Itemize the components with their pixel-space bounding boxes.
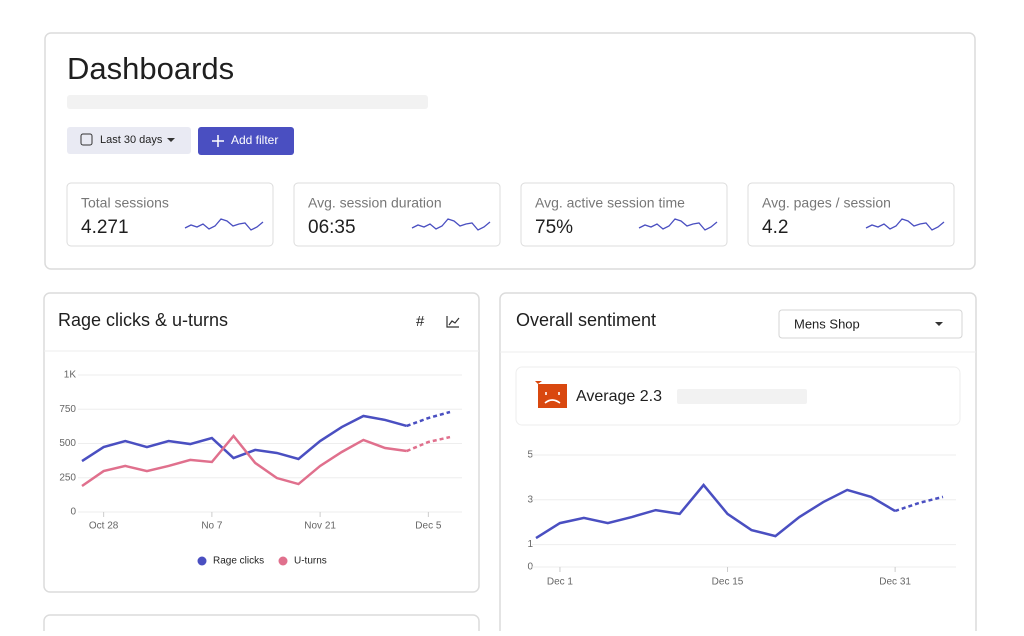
x-tick-label: Dec 31 xyxy=(879,577,911,588)
forecast-line xyxy=(406,435,451,453)
add-filter-label: Add filter xyxy=(231,133,278,147)
dropdown-caret xyxy=(167,138,175,142)
page-title: Dashboards xyxy=(67,51,234,86)
sparkline xyxy=(865,218,945,231)
forecast-line xyxy=(406,410,451,428)
kpi-label: Avg. session duration xyxy=(308,195,442,211)
date-range-button[interactable] xyxy=(67,127,191,154)
kpi-label: Avg. active session time xyxy=(535,195,685,211)
header-card xyxy=(44,32,976,270)
kpi-card xyxy=(747,182,955,247)
kpi-value: 4.271 xyxy=(81,217,129,238)
y-tick-label: 500 xyxy=(59,438,76,449)
y-tick-label: 0 xyxy=(70,507,76,518)
y-tick-label: 0 xyxy=(527,562,533,573)
x-tick-label: Nov 21 xyxy=(304,521,336,532)
plus-icon xyxy=(212,135,224,147)
sparkline xyxy=(184,218,264,231)
next-card xyxy=(43,614,480,636)
x-tick-label: Dec 15 xyxy=(712,577,744,588)
kpi-row: Total sessions 4.271 Avg. session duration… xyxy=(66,182,955,247)
legend-label: Rage clicks xyxy=(213,556,264,567)
add-filter-button[interactable] xyxy=(198,127,294,155)
chart-icon[interactable] xyxy=(446,316,460,328)
x-tick-label: No 7 xyxy=(201,521,223,532)
dropdown-caret xyxy=(935,322,943,326)
card-title: Overall sentiment xyxy=(516,310,656,330)
calendar-icon xyxy=(80,133,93,146)
placeholder xyxy=(677,389,807,404)
legend-swatch xyxy=(278,556,288,566)
x-tick-label: Oct 28 xyxy=(89,521,119,532)
kpi-value: 06:35 xyxy=(308,217,356,238)
series-line xyxy=(81,414,408,463)
series-line xyxy=(81,433,407,487)
y-tick-label: 750 xyxy=(59,404,76,415)
sparkline xyxy=(411,218,491,231)
shop-select[interactable] xyxy=(778,309,963,339)
date-range-label: Last 30 days xyxy=(100,134,163,146)
y-tick-label: 5 xyxy=(527,450,533,461)
sad-face xyxy=(544,392,561,404)
rage-card xyxy=(43,292,480,593)
sad-icon xyxy=(535,381,567,408)
kpi-card xyxy=(293,182,501,247)
legend-label: U-turns xyxy=(294,556,327,567)
kpi-card xyxy=(66,182,274,247)
y-tick-label: 250 xyxy=(59,472,76,483)
series-line xyxy=(535,483,896,540)
sparkline xyxy=(638,218,718,231)
kpi-label: Avg. pages / session xyxy=(762,195,891,211)
x-tick-label: Dec 1 xyxy=(547,577,574,588)
kpi-value: 75% xyxy=(535,217,573,238)
average-label: Average 2.3 xyxy=(576,388,662,405)
count-icon[interactable]: # xyxy=(416,313,425,330)
kpi-label: Total sessions xyxy=(81,195,169,211)
legend-swatch xyxy=(197,556,207,566)
y-tick-label: 1K xyxy=(64,370,77,381)
kpi-card xyxy=(520,182,728,247)
card-title: Rage clicks & u-turns xyxy=(58,310,228,330)
kpi-value: 4.2 xyxy=(762,217,788,238)
shop-select-label: Mens Shop xyxy=(794,316,860,331)
forecast-line xyxy=(894,495,944,513)
y-tick-label: 3 xyxy=(527,494,533,505)
y-tick-label: 1 xyxy=(527,539,533,550)
placeholder xyxy=(67,95,428,109)
x-tick-label: Dec 5 xyxy=(415,521,442,532)
